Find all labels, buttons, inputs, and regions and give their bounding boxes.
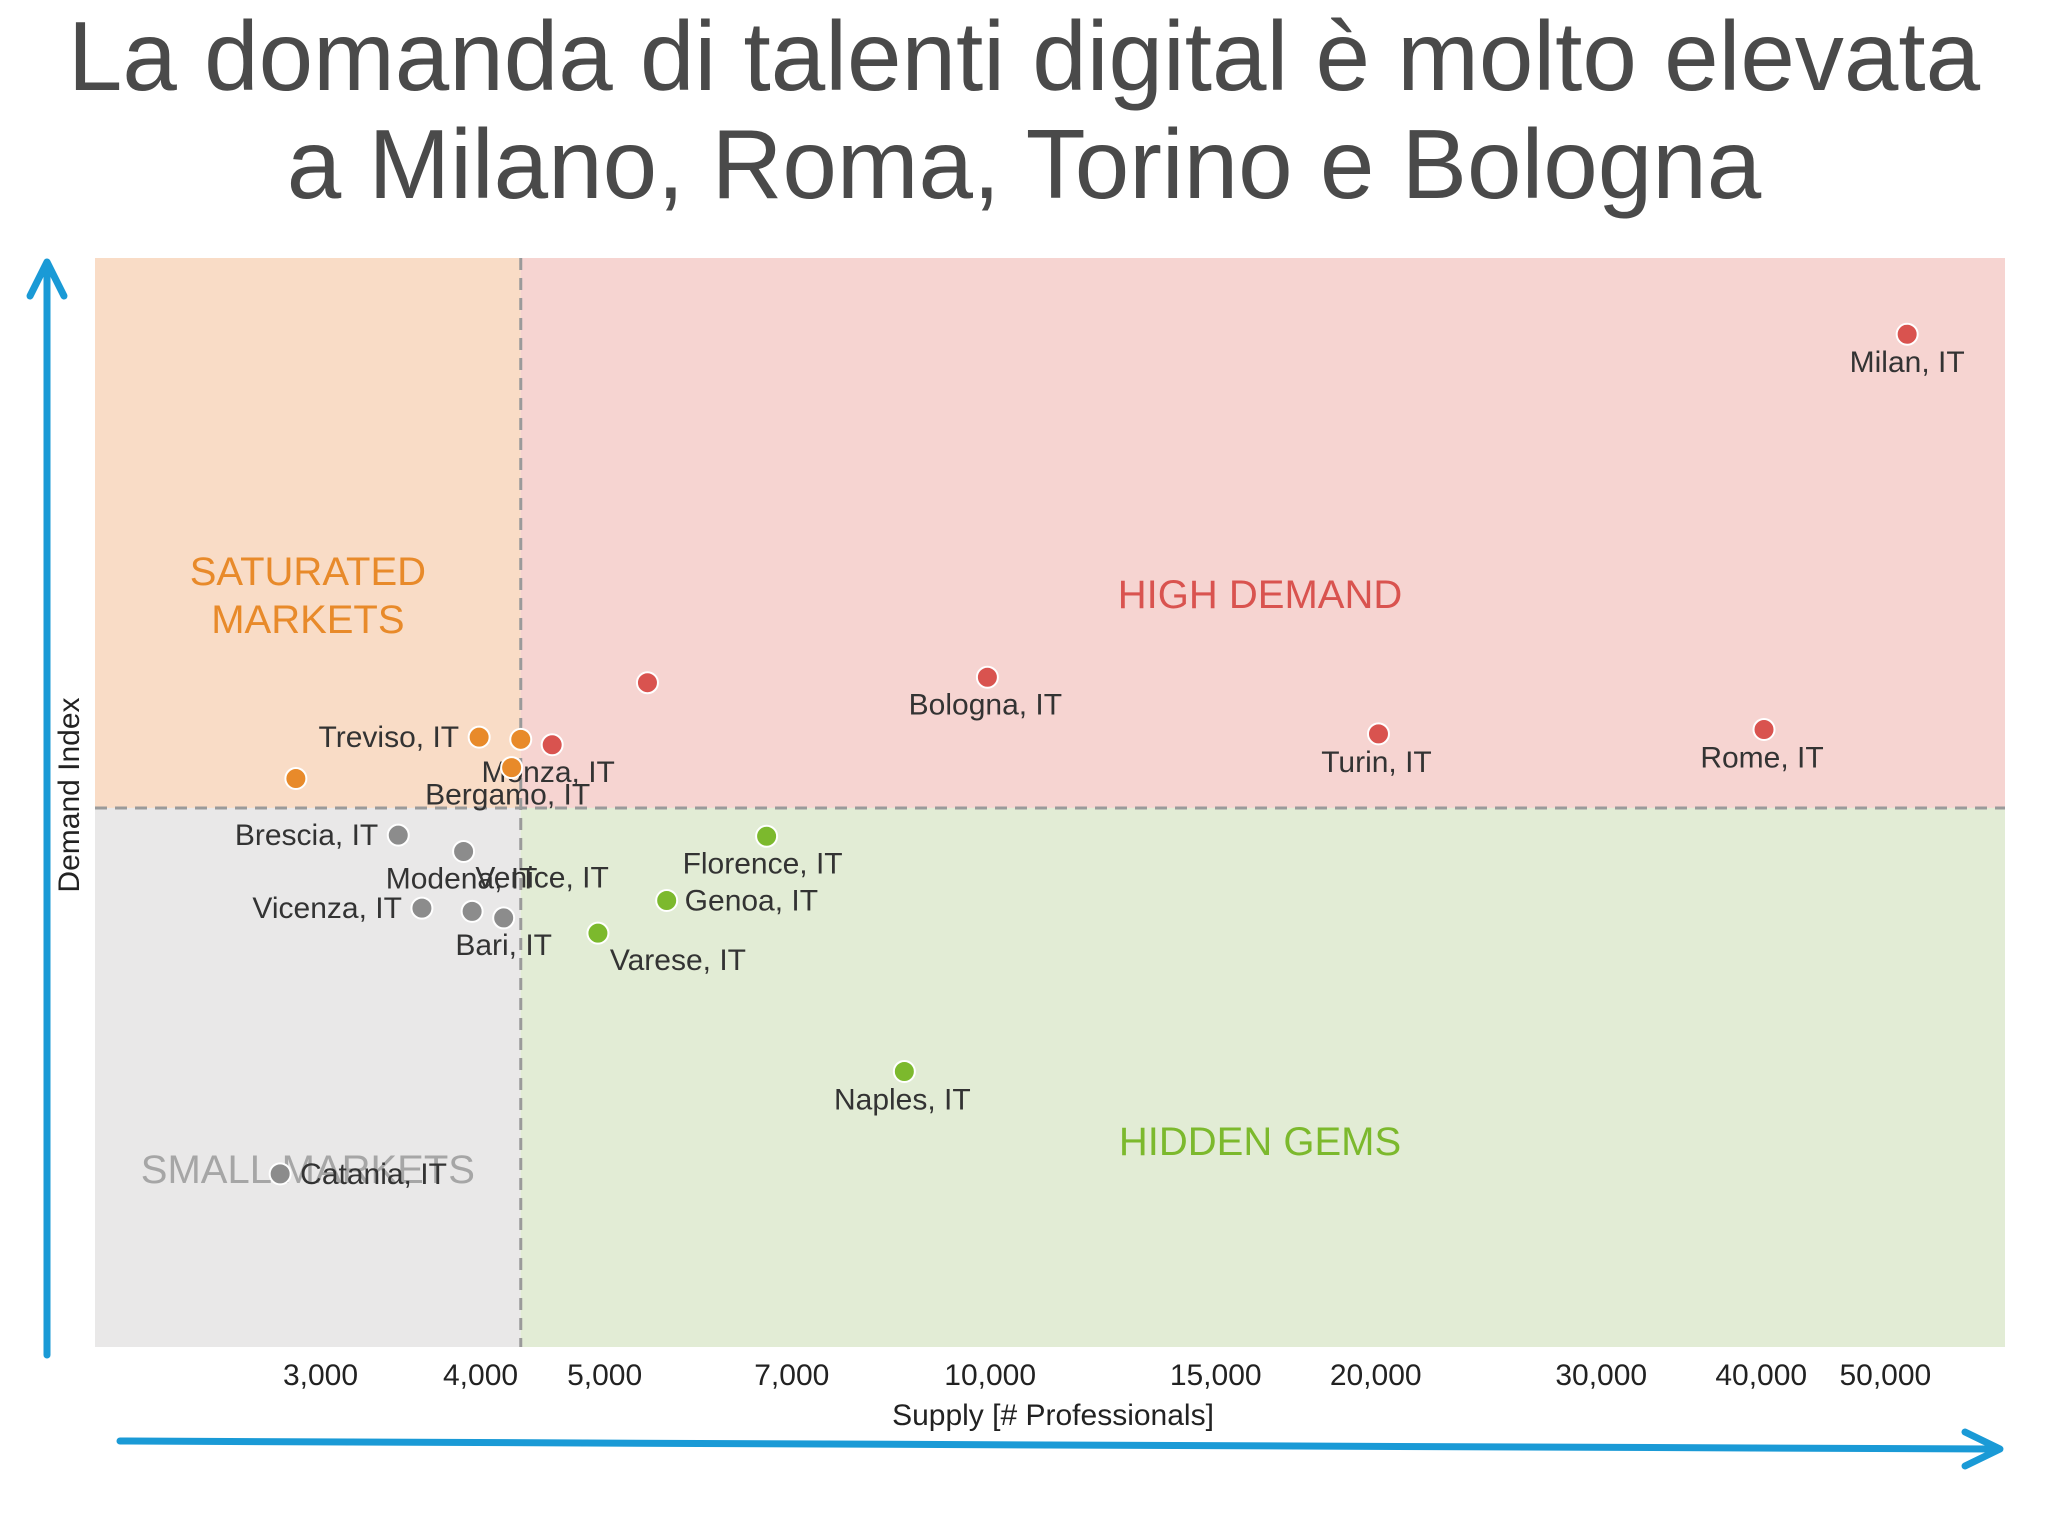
- quadrant-saturated-bg: [95, 258, 521, 808]
- quadrant-label-small: SMALL MARKETS: [141, 1148, 475, 1192]
- point-label-genoa: Genoa, IT: [685, 885, 818, 918]
- quadrant-label-hidden-gems: HIDDEN GEMS: [1119, 1120, 1401, 1164]
- point-unlabeled-8: [509, 727, 533, 751]
- x-tick-label: 3,000: [283, 1359, 358, 1392]
- point-catania: [268, 1162, 292, 1186]
- point-label-rome: Rome, IT: [1700, 742, 1823, 775]
- point-genoa: [655, 889, 679, 913]
- point-bari: [492, 906, 516, 930]
- y-axis-title: Demand Index: [53, 697, 86, 892]
- axis-arrows: [26, 258, 2004, 1470]
- point-modena: [452, 840, 476, 864]
- y-axis-arrowhead: [26, 258, 68, 300]
- point-label-turin: Turin, IT: [1321, 746, 1432, 779]
- point-label-catania: Catania, IT: [300, 1158, 447, 1191]
- quadrant-backgrounds: [95, 258, 2005, 1347]
- point-label-naples: Naples, IT: [834, 1083, 971, 1116]
- point-label-treviso: Treviso, IT: [319, 721, 460, 754]
- x-axis-ticks: 3,000 4,000 5,000 7,000 10,000 15,000 20,000 30…: [283, 1359, 1931, 1392]
- point-label-bergamo: Bergamo, IT: [425, 779, 590, 812]
- x-tick-label: 10,000: [944, 1359, 1036, 1392]
- quadrant-dividers: [95, 258, 2005, 1347]
- point-label-bari: Bari, IT: [455, 929, 552, 962]
- x-axis-arrow-line: [116, 1437, 1999, 1453]
- x-axis-title: Supply [# Professionals]: [892, 1399, 1214, 1432]
- title-line-2: a Milano, Roma, Torino e Bologna: [286, 109, 1762, 219]
- point-vicenza: [410, 896, 434, 920]
- x-tick-label: 20,000: [1330, 1359, 1422, 1392]
- quadrant-labels: SATURATED MARKETS HIGH DEMAND SMALL MARKETS…: [141, 550, 1402, 1192]
- x-tick-label: 7,000: [754, 1359, 829, 1392]
- quadrant-hidden-gems-bg: [520, 807, 2005, 1347]
- x-tick-label: 15,000: [1170, 1359, 1262, 1392]
- point-label-florence: Florence, IT: [683, 847, 843, 880]
- point-label-bologna: Bologna, IT: [909, 688, 1062, 721]
- point-label-vicenza: Vicenza, IT: [252, 892, 402, 925]
- quadrant-small-bg: [95, 807, 521, 1347]
- point-varese: [586, 921, 610, 945]
- point-label-brescia: Brescia, IT: [235, 819, 378, 852]
- x-tick-label: 40,000: [1715, 1359, 1807, 1392]
- point-bologna: [975, 665, 999, 689]
- point-bergamo: [500, 756, 524, 780]
- point-florence: [755, 824, 779, 848]
- point-venice: [460, 899, 484, 923]
- point-brescia: [386, 823, 410, 847]
- x-tick-label: 30,000: [1555, 1359, 1647, 1392]
- point-unlabeled-5: [635, 671, 659, 695]
- point-label-modena: Modena, IT: [386, 863, 538, 896]
- x-tick-label: 5,000: [567, 1359, 642, 1392]
- point-naples: [892, 1059, 916, 1083]
- point-treviso: [467, 725, 491, 749]
- point-label-varese: Varese, IT: [610, 944, 746, 977]
- point-monza: [540, 733, 564, 757]
- x-tick-label: 4,000: [443, 1359, 518, 1392]
- quadrant-label-high-demand: HIGH DEMAND: [1118, 573, 1402, 617]
- point-label-venice: Venice, IT: [475, 861, 608, 894]
- point-turin: [1366, 722, 1390, 746]
- slide-title: La domanda di talenti digital è molto el…: [0, 2, 2048, 218]
- point-label-milan: Milan, IT: [1850, 346, 1965, 379]
- quadrant-label-saturated: SATURATED MARKETS: [190, 550, 426, 642]
- point-milan: [1895, 322, 1919, 346]
- x-tick-label: 50,000: [1839, 1359, 1931, 1392]
- point-unlabeled-9: [284, 767, 308, 791]
- x-axis-arrowhead: [1961, 1428, 2004, 1470]
- title-line-1: La domanda di talenti digital è molto el…: [67, 1, 1981, 111]
- point-rome: [1752, 718, 1776, 742]
- quadrant-high-demand-bg: [520, 258, 2005, 808]
